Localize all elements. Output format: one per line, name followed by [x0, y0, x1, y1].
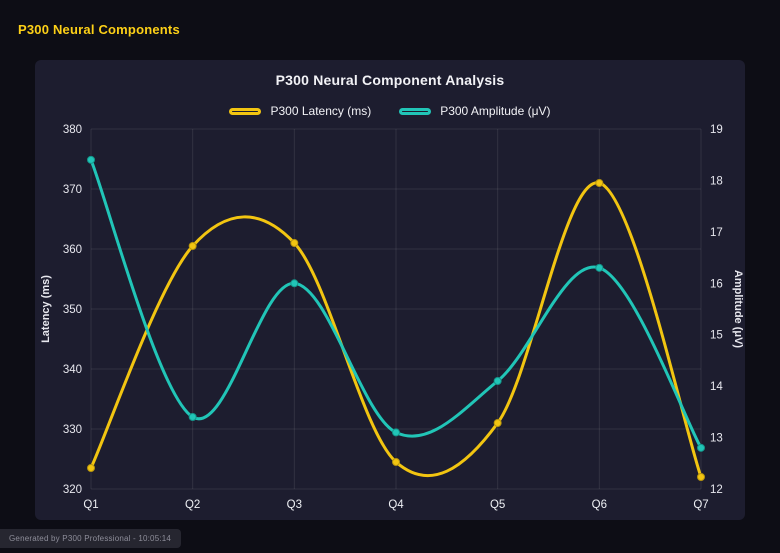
data-point[interactable] — [392, 458, 400, 466]
data-point[interactable] — [697, 473, 705, 481]
legend-label-amplitude: P300 Amplitude (μV) — [440, 104, 551, 118]
x-axis-tick-label: Q2 — [185, 499, 200, 511]
y-axis-right-tick-label: 15 — [710, 330, 723, 342]
amplitude-swatch-icon — [399, 107, 432, 115]
y-axis-right-tick-label: 13 — [710, 433, 723, 445]
y-axis-right-tick-label: 12 — [710, 484, 723, 496]
data-point[interactable] — [290, 239, 299, 247]
x-axis-tick-label: Q6 — [592, 499, 607, 511]
data-point[interactable] — [595, 263, 604, 272]
x-axis-tick-label: Q1 — [83, 499, 98, 511]
x-axis-tick-label: Q7 — [693, 499, 708, 511]
y-axis-left-tick-label: 350 — [63, 304, 82, 316]
x-axis-tick-label: Q3 — [287, 499, 302, 511]
chart-title: P300 Neural Component Analysis — [275, 72, 505, 88]
data-point[interactable] — [87, 155, 95, 164]
y-axis-left-tick-label: 380 — [63, 124, 82, 136]
data-point[interactable] — [290, 279, 299, 288]
data-point[interactable] — [595, 179, 604, 187]
y-axis-right-title: Amplitude (μV) — [732, 270, 744, 349]
data-point[interactable] — [188, 242, 197, 250]
line-chart: 320 330 340 350 360 370 380 12 13 14 15 16 17 18 19 Q1 Q… — [40, 124, 744, 511]
y-axis-left-tick-label: 360 — [63, 244, 82, 256]
y-axis-left-title: Latency (ms) — [40, 275, 52, 343]
y-axis-right-tick-label: 18 — [710, 175, 723, 187]
legend-item-latency[interactable]: P300 Latency (ms) — [229, 104, 371, 118]
legend-item-amplitude[interactable]: P300 Amplitude (μV) — [399, 104, 551, 118]
data-point[interactable] — [188, 413, 197, 421]
y-axis-left-tick-label: 340 — [63, 364, 82, 376]
y-axis-right-tick-label: 17 — [710, 227, 723, 239]
latency-swatch-icon — [229, 107, 262, 115]
x-axis-tick-label: Q5 — [490, 499, 505, 511]
y-axis-left-tick-label: 330 — [63, 424, 82, 436]
legend-label-latency: P300 Latency (ms) — [270, 104, 372, 118]
chart-legend: P300 Latency (ms) P300 Amplitude (μV) — [35, 104, 745, 118]
y-axis-right-tick-label: 16 — [710, 278, 723, 290]
footer-watermark: Generated by P300 Professional - 10:05:1… — [0, 529, 182, 548]
data-point[interactable] — [392, 428, 400, 437]
x-axis-tick-label: Q4 — [388, 499, 404, 511]
y-axis-left-tick-label: 370 — [63, 184, 82, 196]
y-axis-right-tick-label: 19 — [710, 124, 723, 136]
page-title: P300 Neural Components — [18, 22, 180, 37]
y-axis-right-tick-label: 14 — [710, 381, 723, 393]
data-point[interactable] — [493, 419, 502, 427]
data-point[interactable] — [697, 443, 705, 452]
data-point[interactable] — [493, 377, 502, 385]
chart-panel: P300 Neural Component Analysis P300 Late… — [35, 60, 745, 520]
y-axis-left-tick-label: 320 — [63, 484, 82, 496]
data-point[interactable] — [87, 464, 95, 472]
